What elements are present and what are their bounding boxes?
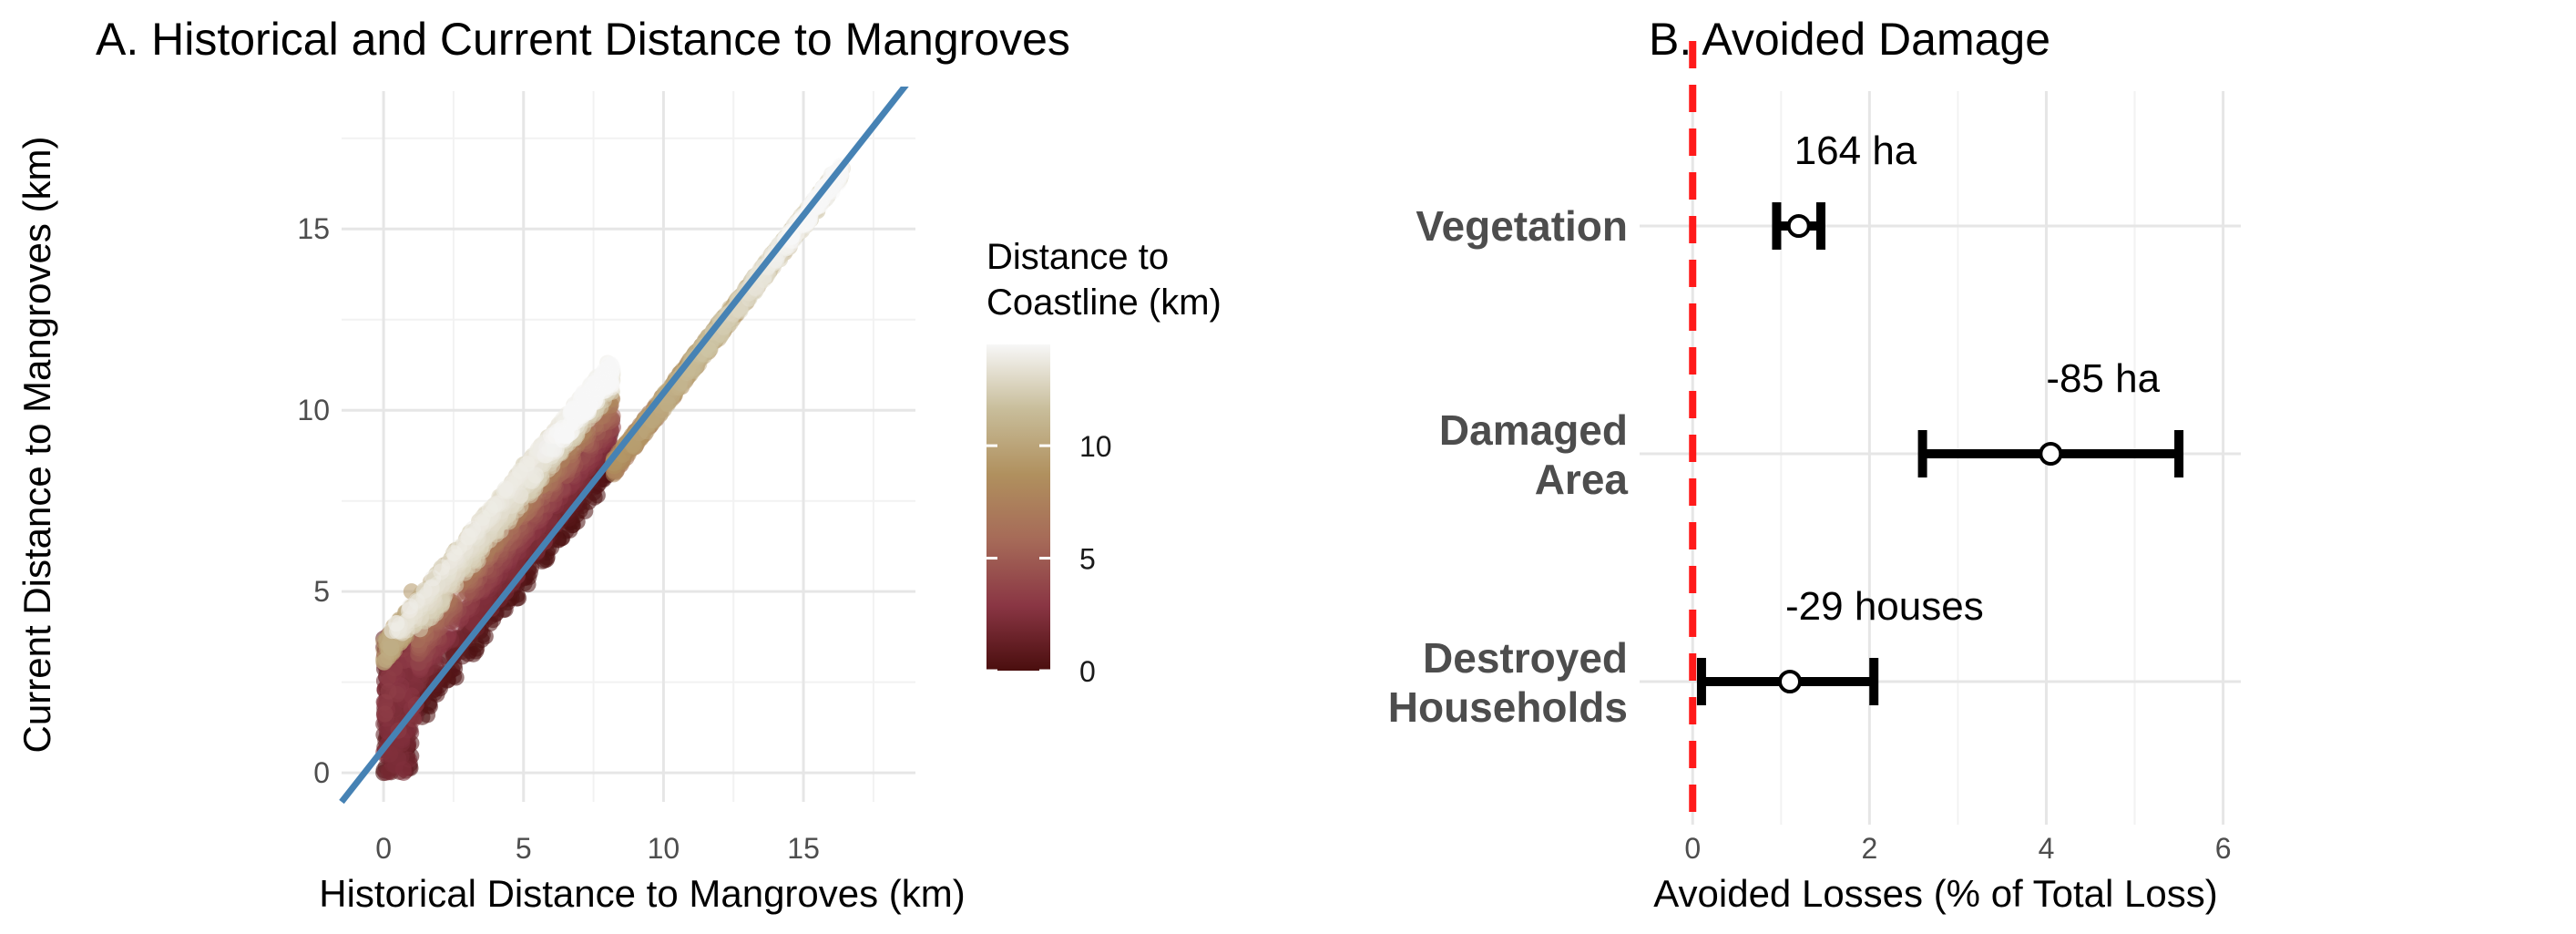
category-label-line-1: Damaged [1439,406,1628,454]
scatter-point [402,598,419,615]
point-estimate [1786,214,1811,238]
scatter-point [527,467,545,484]
scatter-point [424,570,442,587]
x-tick-label: 15 [787,832,820,865]
panel-a: A. Historical and Current Distance to Ma… [15,14,1222,915]
y-tick-label: 0 [313,756,330,789]
panel-a-identity-line [339,87,909,805]
scatter-point [465,520,482,538]
panel-a-y-ticks: 0 5 10 15 [297,212,330,789]
y-tick-label: 5 [313,575,330,608]
colorbar [986,344,1050,671]
colorbar-tick-label: 0 [1079,655,1096,688]
scatter-point [387,615,404,632]
category-label-line-2: Area [1535,456,1629,503]
scatter-point [731,302,749,319]
panel-b: B. Avoided Damage Vegetation 164 ha Damage… [1388,14,2241,915]
x-tick-label: 6 [2215,832,2232,865]
panel-a-y-axis-title: Current Distance to Mangroves (km) [15,137,58,754]
x-tick-label: 0 [1684,832,1701,865]
scatter-point [380,683,397,700]
scatter-point [445,544,463,561]
panel-a-points [375,158,851,782]
scatter-point [496,480,514,498]
scatter-point [601,370,618,387]
colorbar-tick-label: 5 [1079,543,1096,576]
legend-title-line-1: Distance to [986,237,1169,277]
panel-b-x-axis-title: Avoided Losses (% of Total Loss) [1653,872,2217,915]
x-tick-label: 4 [2039,832,2055,865]
panel-a-title: A. Historical and Current Distance to Ma… [96,14,1070,65]
colorbar-ticks: 0 5 10 [986,430,1112,688]
estimate-annotation: 164 ha [1794,128,1917,173]
x-tick-label: 10 [648,832,680,865]
color-legend: Distance to Coastline (km) 0 5 10 [986,237,1222,688]
x-tick-label: 2 [1861,832,1877,865]
scatter-point [394,761,412,778]
y-tick-label: 15 [297,212,330,245]
scatter-point [415,582,433,600]
category-row: Vegetation 164 ha [1416,128,1917,250]
estimate-annotation: -29 houses [1785,584,1984,629]
legend-title-line-2: Coastline (km) [986,282,1222,323]
colorbar-tick-label: 10 [1079,430,1112,463]
estimate-annotation: -85 ha [2046,356,2160,401]
panel-a-x-ticks: 0 5 10 15 [375,832,820,865]
scatter-point [434,559,451,576]
scatter-point [511,463,528,480]
scatter-point [376,705,394,723]
point-estimate [1778,670,1802,693]
scatter-point [383,640,400,657]
x-tick-label: 0 [375,832,392,865]
panel-b-title: B. Avoided Damage [1649,14,2050,65]
scatter-point [474,509,491,527]
scatter-point [659,395,677,413]
y-tick-label: 10 [297,394,330,426]
category-label-line-1: Destroyed [1423,634,1628,682]
category-label-line-2: Households [1388,683,1628,731]
panel-a-x-axis-title: Historical Distance to Mangroves (km) [319,872,966,915]
scatter-point [601,358,618,375]
x-tick-label: 5 [516,832,532,865]
category-label: Vegetation [1416,202,1628,250]
point-estimate [2039,442,2063,466]
scatter-point [562,424,579,441]
scatter-point [512,487,529,504]
panel-b-x-ticks: 0 2 4 6 [1684,832,2231,865]
